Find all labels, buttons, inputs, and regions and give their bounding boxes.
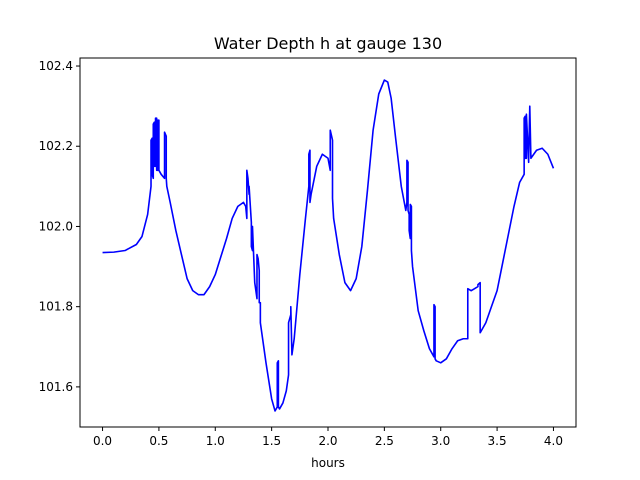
x-tick-label: 0.0 — [93, 434, 112, 448]
y-tick-label: 102.2 — [39, 139, 73, 153]
x-tick-label: 4.0 — [544, 434, 563, 448]
x-tick-label: 1.0 — [206, 434, 225, 448]
x-tick-label: 2.5 — [375, 434, 394, 448]
y-tick-label: 101.6 — [39, 380, 73, 394]
y-tick-label: 102.4 — [39, 59, 73, 73]
x-axis-label: hours — [311, 456, 345, 470]
series-line — [102, 79, 555, 412]
chart-title: Water Depth h at gauge 130 — [214, 34, 442, 53]
y-tick-label: 101.8 — [39, 300, 73, 314]
x-tick-label: 1.5 — [262, 434, 281, 448]
y-axis: 101.6 101.8 102.0 102.2 102.4 — [39, 59, 80, 394]
x-tick-label: 3.0 — [431, 434, 450, 448]
x-tick-label: 0.5 — [149, 434, 168, 448]
y-tick-label: 102.0 — [39, 219, 73, 233]
x-tick-label: 3.5 — [488, 434, 507, 448]
x-axis: 0.0 0.5 1.0 1.5 2.0 2.5 3.0 3.5 4.0 — [93, 427, 563, 448]
x-tick-label: 2.0 — [318, 434, 337, 448]
